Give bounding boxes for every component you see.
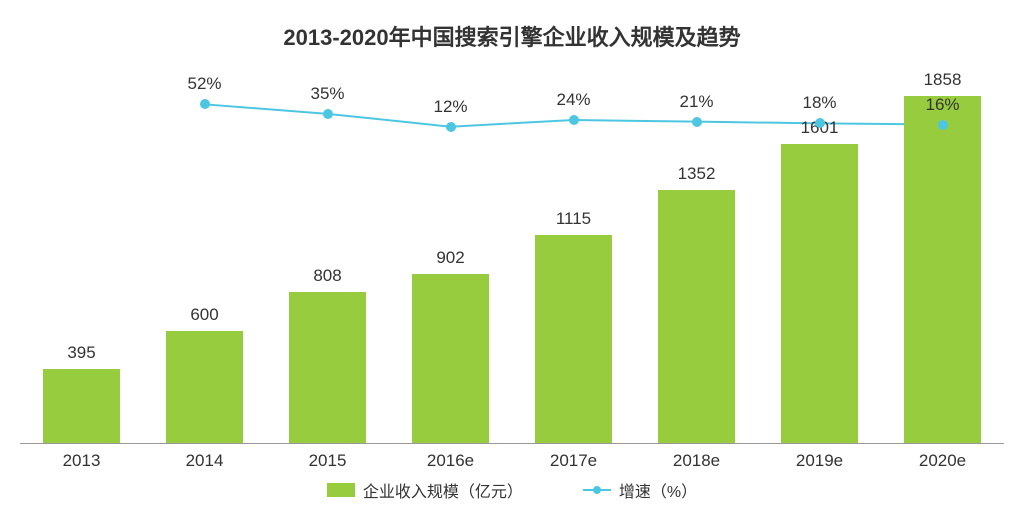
bar (535, 235, 611, 444)
plot-area: 3952013600201452%808201535%9022016e12%11… (20, 70, 1004, 444)
bar (289, 292, 365, 443)
bar-group: 8082015 (266, 69, 389, 443)
x-axis-label: 2020e (881, 451, 1004, 471)
x-axis-label: 2017e (512, 451, 635, 471)
legend: 企业收入规模（亿元） 增速（%） (0, 478, 1024, 502)
line-point (200, 99, 210, 109)
line-point (446, 122, 456, 132)
line-point (938, 120, 948, 130)
line-value-label: 16% (925, 95, 959, 115)
bar-value-label: 395 (20, 343, 143, 363)
line-point (815, 118, 825, 128)
bar (166, 331, 242, 443)
line-point (692, 117, 702, 127)
line-value-label: 21% (679, 92, 713, 112)
bar (904, 96, 980, 443)
legend-item-line: 增速（%） (583, 478, 697, 502)
bar-group: 6002014 (143, 69, 266, 443)
legend-item-bar: 企业收入规模（亿元） (327, 478, 523, 502)
legend-label-line: 增速（%） (619, 478, 697, 502)
line-value-label: 35% (310, 84, 344, 104)
line-value-label: 12% (433, 97, 467, 117)
x-axis-label: 2014 (143, 451, 266, 471)
chart-title: 2013-2020年中国搜索引擎企业收入规模及趋势 (0, 20, 1024, 52)
legend-swatch-bar (327, 483, 355, 497)
bar-value-label: 808 (266, 266, 389, 286)
legend-swatch-line (583, 489, 611, 491)
line-point (569, 115, 579, 125)
bar (412, 274, 488, 443)
bar (43, 369, 119, 443)
x-axis-label: 2013 (20, 451, 143, 471)
bar-value-label: 902 (389, 248, 512, 268)
bar-group: 3952013 (20, 69, 143, 443)
bar (781, 144, 857, 443)
bar (658, 190, 734, 443)
line-value-label: 52% (187, 74, 221, 94)
line-value-label: 24% (556, 90, 590, 110)
x-axis-label: 2018e (635, 451, 758, 471)
x-axis-label: 2016e (389, 451, 512, 471)
bar-value-label: 1115 (512, 209, 635, 229)
x-axis-label: 2015 (266, 451, 389, 471)
bar-value-label: 1858 (881, 70, 1004, 90)
chart-container: 2013-2020年中国搜索引擎企业收入规模及趋势 39520136002014… (0, 0, 1024, 514)
x-axis-label: 2019e (758, 451, 881, 471)
bar-value-label: 1352 (635, 164, 758, 184)
line-point (323, 109, 333, 119)
legend-label-bar: 企业收入规模（亿元） (363, 478, 523, 502)
line-value-label: 18% (802, 93, 836, 113)
bar-value-label: 600 (143, 305, 266, 325)
